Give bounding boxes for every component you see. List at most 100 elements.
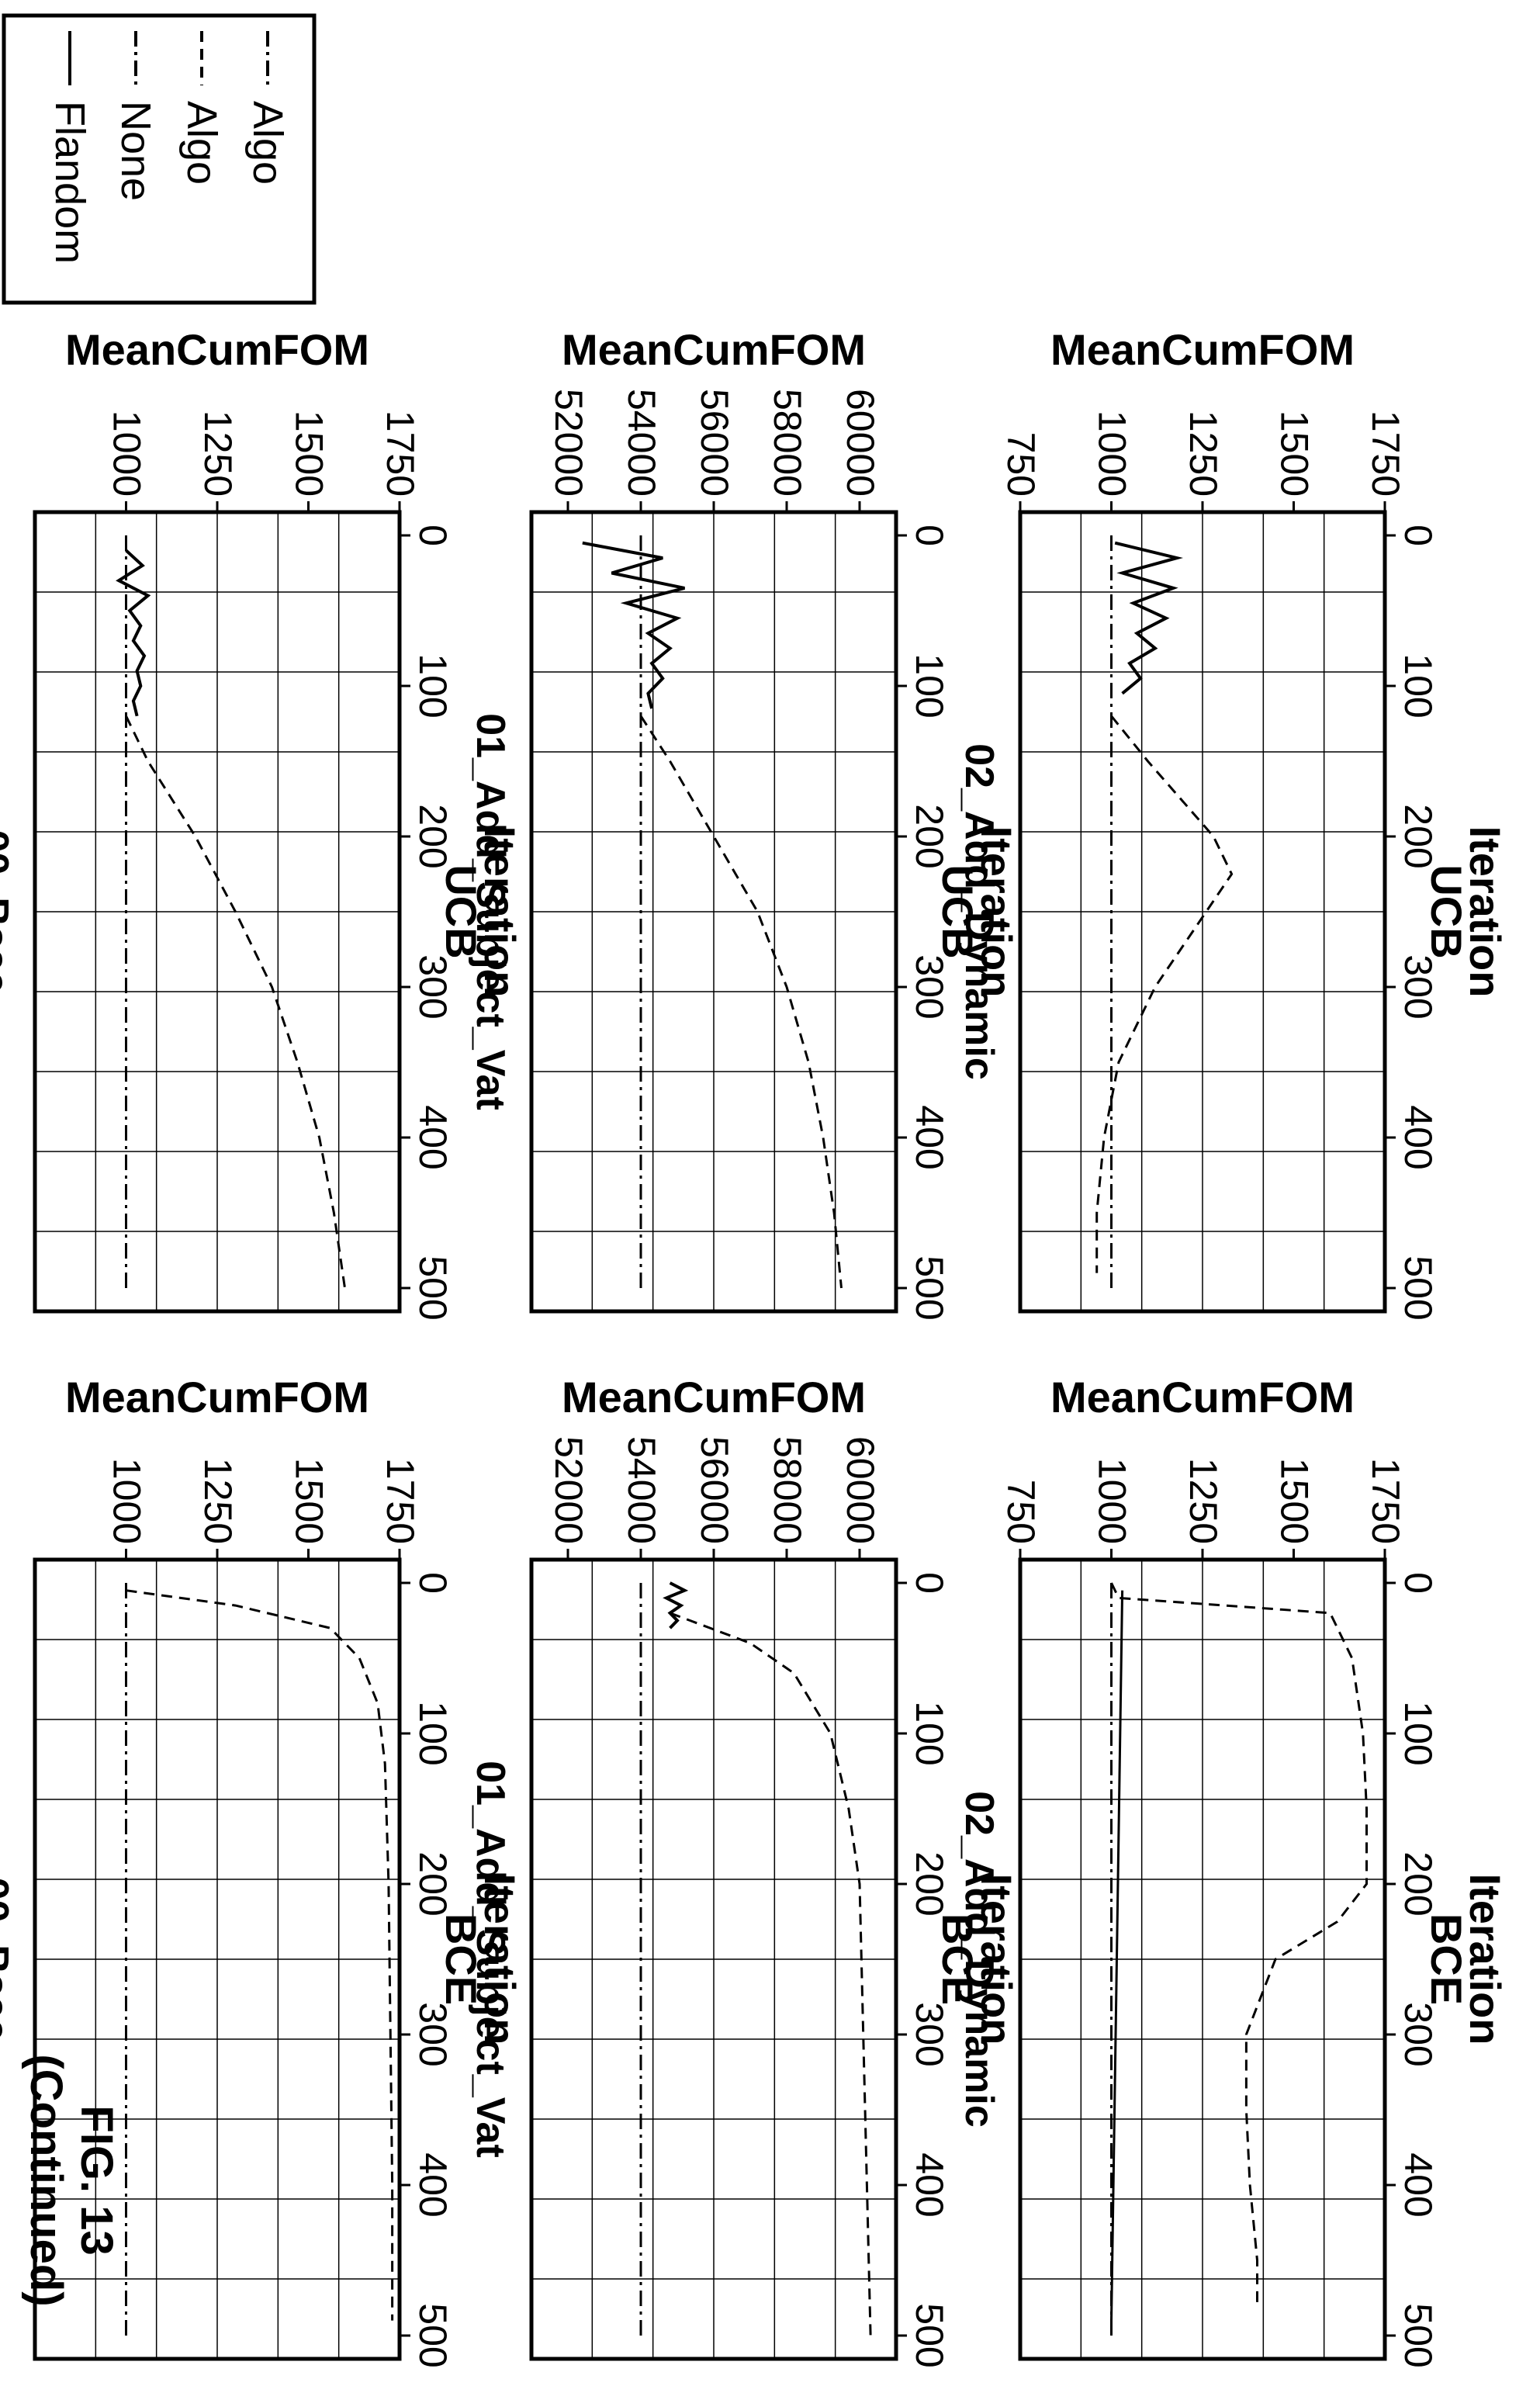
y-tick-label: 56000 <box>693 1436 736 1544</box>
chart-bce-0: 0 100 200 300 400 500 1000 1250 1500 1750 Iteratio… <box>0 1373 524 2368</box>
y-tick-label: 1500 <box>1273 410 1317 497</box>
x-tick-label: 200 <box>908 804 951 868</box>
y-tick-label: 60000 <box>839 1436 882 1544</box>
x-tick-label: 400 <box>1396 1105 1440 1169</box>
grid <box>531 511 897 1312</box>
x-axis-label: Iteration <box>476 826 524 998</box>
legend-label: Flandom <box>47 101 93 264</box>
x-tick-label: 500 <box>411 1255 455 1320</box>
series-solid-noisy <box>663 1581 689 1629</box>
y-axis-label: MeanCumFOM <box>562 1373 866 1422</box>
y-tick-label: 1500 <box>288 1458 331 1544</box>
y-tick-label: 1250 <box>1182 1458 1225 1544</box>
series-dash <box>1110 1582 1368 2306</box>
x-tick-label: 0 <box>908 1572 951 1594</box>
x-tick-label: 0 <box>908 525 951 546</box>
grid <box>1019 1559 1386 2360</box>
x-tick-label: 300 <box>411 2002 455 2066</box>
x-tick-label: 200 <box>411 804 455 868</box>
y-tick-label: 1750 <box>379 410 422 497</box>
x-axis-label: Iteration <box>1461 826 1510 998</box>
y-axis-label: MeanCumFOM <box>562 325 866 374</box>
y-tick-label: 56000 <box>693 389 736 497</box>
y-tick-label: 1000 <box>1091 410 1134 497</box>
series-solid-noisy <box>1114 541 1184 695</box>
x-axis-label: Iteration <box>476 1874 524 2045</box>
x-tick-label: 0 <box>411 1572 455 1594</box>
y-tick-label: 58000 <box>766 389 809 497</box>
method-label: UCB <box>933 864 982 958</box>
x-tick-label: 0 <box>1396 525 1440 546</box>
x-tick-label: 300 <box>1396 954 1440 1019</box>
figure-label: FIG. 13 <box>71 2105 122 2255</box>
series-solid-noisy <box>582 541 685 709</box>
x-axis-label: Iteration <box>1461 1874 1510 2045</box>
x-tick-label: 400 <box>1396 2152 1440 2217</box>
x-tick-label: 500 <box>908 2303 951 2367</box>
y-tick-label: 1250 <box>196 1458 240 1544</box>
y-tick-label: 1000 <box>106 410 149 497</box>
legend-label: Algo <box>244 101 291 185</box>
x-axis-label: Iteration <box>972 826 1021 998</box>
y-tick-label: 1500 <box>1273 1458 1317 1544</box>
x-tick-label: 100 <box>411 653 455 718</box>
chart-title: 02_Add_Dynamic <box>957 743 1002 1080</box>
x-axis-label: Iteration <box>972 1874 1021 2045</box>
y-tick-label: 1750 <box>379 1458 422 1544</box>
series-dash <box>1095 715 1234 1273</box>
method-label: UCB <box>437 864 486 958</box>
y-tick-label: 1250 <box>196 410 240 497</box>
chart-title: 02_Add_Dynamic <box>957 1791 1002 2128</box>
legend: Algo Algo None Flandom <box>2 13 317 305</box>
method-label: BCE <box>1422 1913 1471 2005</box>
chart-ucb-1: 0 100 200 300 400 500 52000 54000 56000 58000 6000… <box>468 325 1021 1321</box>
x-tick-label: 300 <box>1396 2002 1440 2066</box>
grid <box>34 511 400 1312</box>
legend-label: None <box>112 101 159 201</box>
x-tick-label: 0 <box>1396 1572 1440 1594</box>
y-axis-label: MeanCumFOM <box>1050 1373 1355 1422</box>
series-dash <box>125 715 346 1289</box>
series-dash <box>126 1589 394 2321</box>
x-tick-label: 100 <box>908 1701 951 1765</box>
x-tick-label: 300 <box>411 954 455 1019</box>
y-tick-label: 750 <box>999 432 1043 497</box>
series-solid-noisy <box>116 549 151 717</box>
grid <box>531 1559 897 2360</box>
x-tick-label: 500 <box>411 2303 455 2367</box>
x-tick-label: 100 <box>1396 1701 1440 1765</box>
y-tick-label: 1000 <box>1091 1458 1134 1544</box>
x-tick-label: 300 <box>908 2002 951 2066</box>
x-tick-label: 200 <box>908 1851 951 1916</box>
chart-bce-2: 0 100 200 300 400 500 750 1000 1250 1500 1750 Itera… <box>957 1373 1510 2368</box>
series-dash <box>670 1612 872 2336</box>
y-axis-label: MeanCumFOM <box>65 325 369 374</box>
y-tick-label: 60000 <box>839 389 882 497</box>
legend-label: Algo <box>178 101 225 185</box>
x-tick-label: 500 <box>908 1255 951 1320</box>
method-label: UCB <box>1422 864 1471 958</box>
x-tick-label: 400 <box>908 1105 951 1169</box>
series-solid <box>1110 1590 1124 2321</box>
legend-frame <box>2 13 317 305</box>
x-tick-label: 200 <box>1396 804 1440 868</box>
chart-title: 00_Bsae <box>0 1877 16 2041</box>
x-tick-label: 100 <box>908 653 951 718</box>
y-tick-label: 1750 <box>1364 1458 1407 1544</box>
chart-title: 01_Add_Subject_Vat <box>468 713 513 1110</box>
method-label: BCE <box>933 1913 982 2005</box>
x-tick-label: 200 <box>411 1851 455 1916</box>
x-tick-label: 500 <box>1396 1255 1440 1320</box>
y-tick-label: 52000 <box>547 1436 590 1544</box>
grid <box>1019 511 1386 1312</box>
y-tick-label: 750 <box>999 1480 1043 1544</box>
chart-ucb-2: 0 100 200 300 400 500 750 1000 1250 1500 1750 Itera… <box>957 325 1510 1321</box>
x-tick-label: 0 <box>411 525 455 546</box>
y-tick-label: 1000 <box>106 1458 149 1544</box>
x-tick-label: 100 <box>411 1701 455 1765</box>
x-tick-label: 400 <box>411 2152 455 2217</box>
x-tick-label: 300 <box>908 954 951 1019</box>
